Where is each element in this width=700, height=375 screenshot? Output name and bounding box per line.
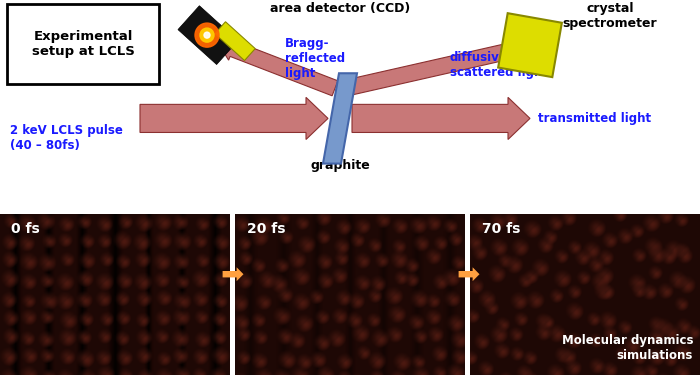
- Text: 0 fs: 0 fs: [11, 222, 40, 236]
- Text: ➡: ➡: [456, 261, 480, 289]
- Text: 2 keV LCLS pulse
(40 – 80fs): 2 keV LCLS pulse (40 – 80fs): [10, 124, 123, 153]
- Text: diffusively
scattered light: diffusively scattered light: [450, 51, 548, 79]
- Text: graphite: graphite: [310, 159, 370, 172]
- Circle shape: [195, 23, 219, 47]
- Text: Molecular dynamics
simulations: Molecular dynamics simulations: [561, 334, 693, 362]
- FancyArrow shape: [218, 38, 338, 96]
- FancyBboxPatch shape: [7, 4, 159, 84]
- Polygon shape: [215, 22, 256, 60]
- Circle shape: [200, 28, 214, 42]
- Text: crystal
spectrometer: crystal spectrometer: [563, 2, 657, 30]
- Polygon shape: [323, 73, 357, 164]
- Text: Experimental
setup at LCLS: Experimental setup at LCLS: [32, 30, 134, 58]
- Text: ➡: ➡: [220, 261, 244, 289]
- Text: 20 fs: 20 fs: [246, 222, 285, 236]
- FancyArrow shape: [352, 98, 530, 140]
- Text: 70 fs: 70 fs: [482, 222, 520, 236]
- Text: transmitted light: transmitted light: [538, 112, 651, 125]
- Text: area detector (CCD): area detector (CCD): [270, 2, 410, 15]
- FancyArrow shape: [140, 98, 328, 140]
- Text: Bragg-
reflected
light: Bragg- reflected light: [285, 37, 345, 80]
- Circle shape: [204, 32, 210, 38]
- Polygon shape: [178, 6, 238, 64]
- FancyArrow shape: [343, 40, 522, 96]
- Polygon shape: [498, 13, 562, 77]
